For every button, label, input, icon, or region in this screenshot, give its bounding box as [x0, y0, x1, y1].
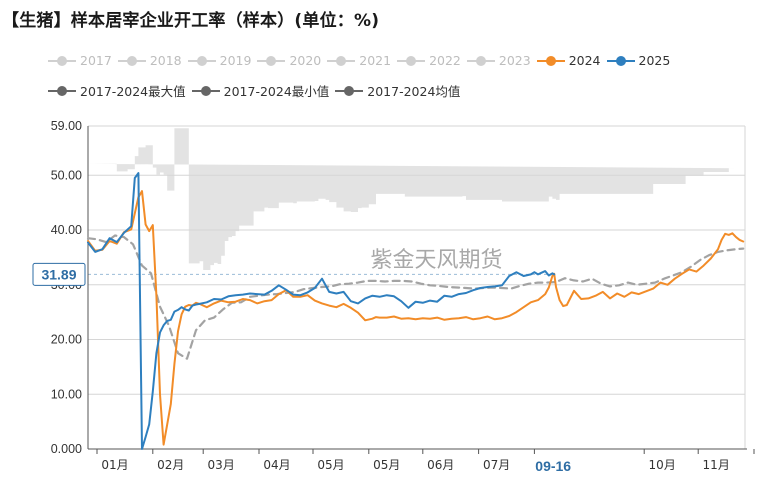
legend-dot-icon — [57, 55, 67, 66]
x-tick-label: 01月 — [101, 458, 128, 472]
y-tick-label: 40.00 — [51, 223, 82, 237]
x-tick-label: 04月 — [263, 458, 290, 472]
legend-item-2022[interactable]: 2022 — [397, 53, 461, 68]
legend-label: 2023 — [498, 53, 531, 68]
legend-item-2021[interactable]: 2021 — [327, 53, 391, 68]
x-tick-label: 06月 — [427, 458, 454, 472]
chart-title: 【生猪】样本居宰企业开工率（样本）(单位：%) — [2, 11, 380, 31]
legend-dot-icon — [336, 55, 347, 66]
legend-item-2017-2024最大值[interactable]: 2017-2024最大值 — [48, 81, 186, 100]
legend-item-2020[interactable]: 2020 — [257, 53, 321, 68]
legend-swatch-icon — [397, 55, 426, 67]
min-max-band — [88, 128, 736, 270]
legend-swatch-icon — [117, 55, 146, 67]
legend-swatch-icon — [335, 85, 364, 97]
legend-dot-icon — [57, 85, 67, 96]
series-line-2024 — [87, 190, 745, 446]
series-line-2017-2024均值 — [86, 234, 745, 360]
legend-label: 2022 — [429, 53, 461, 68]
x-tick-label: 02月 — [157, 458, 184, 472]
legend-item-2018[interactable]: 2018 — [117, 53, 182, 68]
legend-swatch-icon — [466, 55, 495, 67]
legend-label: 2017-2024最小值 — [223, 84, 330, 99]
current-date-box — [528, 455, 579, 475]
x-tick-label: 07月 — [483, 458, 510, 472]
legend-label: 2017 — [80, 53, 112, 68]
legend-label: 2017-2024均值 — [367, 84, 461, 99]
legend-row-years: 2017 2018 2019 2020 2021 2022 2023 2024 2025 — [48, 53, 676, 68]
y-tick-label: 0.000 — [51, 442, 82, 456]
gridlines — [88, 125, 746, 449]
legend-label: 2024 — [568, 53, 601, 68]
legend-item-2017-2024均值[interactable]: 2017-2024均值 — [335, 81, 460, 100]
x-tick-label: 11月 — [703, 458, 730, 472]
legend-label: 2017-2024最大值 — [80, 84, 186, 99]
legend-swatch-icon — [257, 55, 286, 67]
y-tick-label: 59.00 — [51, 119, 82, 133]
legend-dot-icon — [615, 55, 626, 66]
legend-item-2025[interactable]: 2025 — [606, 53, 671, 68]
legend-label: 2019 — [219, 53, 252, 68]
axis-labels: 0.00010.0020.0030.0040.0050.0059.0001月02… — [32, 119, 730, 475]
legend-label: 2018 — [149, 53, 182, 68]
legend-dot-icon — [200, 85, 211, 96]
y-tick-label: 50.00 — [51, 168, 82, 182]
legend-swatch-icon — [187, 55, 216, 67]
y-tick-label: 10.00 — [51, 387, 82, 401]
current-date-label: 09-16 — [535, 458, 571, 474]
legend-item-2017-2024最小值[interactable]: 2017-2024最小值 — [191, 81, 330, 100]
x-tick-label: 05月 — [317, 458, 344, 472]
series-layer — [86, 172, 745, 450]
x-tick-label: 05月 — [373, 458, 400, 472]
min-max-band-layer — [88, 128, 736, 270]
legend-label: 2025 — [638, 53, 671, 68]
legend-dot-icon — [126, 55, 137, 66]
legend-item-2023[interactable]: 2023 — [466, 53, 531, 68]
axes — [87, 126, 755, 454]
series-line-2025 — [87, 172, 556, 450]
current-value-label: 31.89 — [41, 266, 76, 282]
legend-swatch-icon — [48, 55, 76, 67]
legend-swatch-icon — [536, 55, 565, 67]
y-tick-label: 20.00 — [51, 333, 82, 347]
x-tick-label: 03月 — [208, 458, 235, 472]
legend-dot-icon — [545, 55, 556, 66]
legend-label: 2020 — [289, 53, 322, 68]
legend-dot-icon — [196, 55, 207, 66]
legend-swatch-icon — [191, 85, 220, 97]
legend-item-2019[interactable]: 2019 — [187, 53, 252, 68]
legend-item-2024[interactable]: 2024 — [536, 53, 601, 68]
current-value-box — [32, 262, 86, 286]
legend-dot-icon — [266, 55, 277, 66]
legend-item-2017[interactable]: 2017 — [48, 53, 112, 68]
legend-swatch-icon — [48, 85, 76, 97]
legend-swatch-icon — [606, 55, 635, 67]
watermark: 紫金天风期货 — [370, 248, 502, 273]
legend-dot-icon — [344, 85, 355, 96]
legend-label: 2021 — [359, 53, 392, 68]
x-tick-label: 10月 — [649, 458, 676, 472]
legend-swatch-icon — [327, 55, 356, 67]
legend-row-stats: 2017-2024最大值 2017-2024最小值 2017-2024均值 — [48, 81, 466, 100]
legend-dot-icon — [475, 55, 486, 66]
legend-dot-icon — [406, 55, 417, 66]
